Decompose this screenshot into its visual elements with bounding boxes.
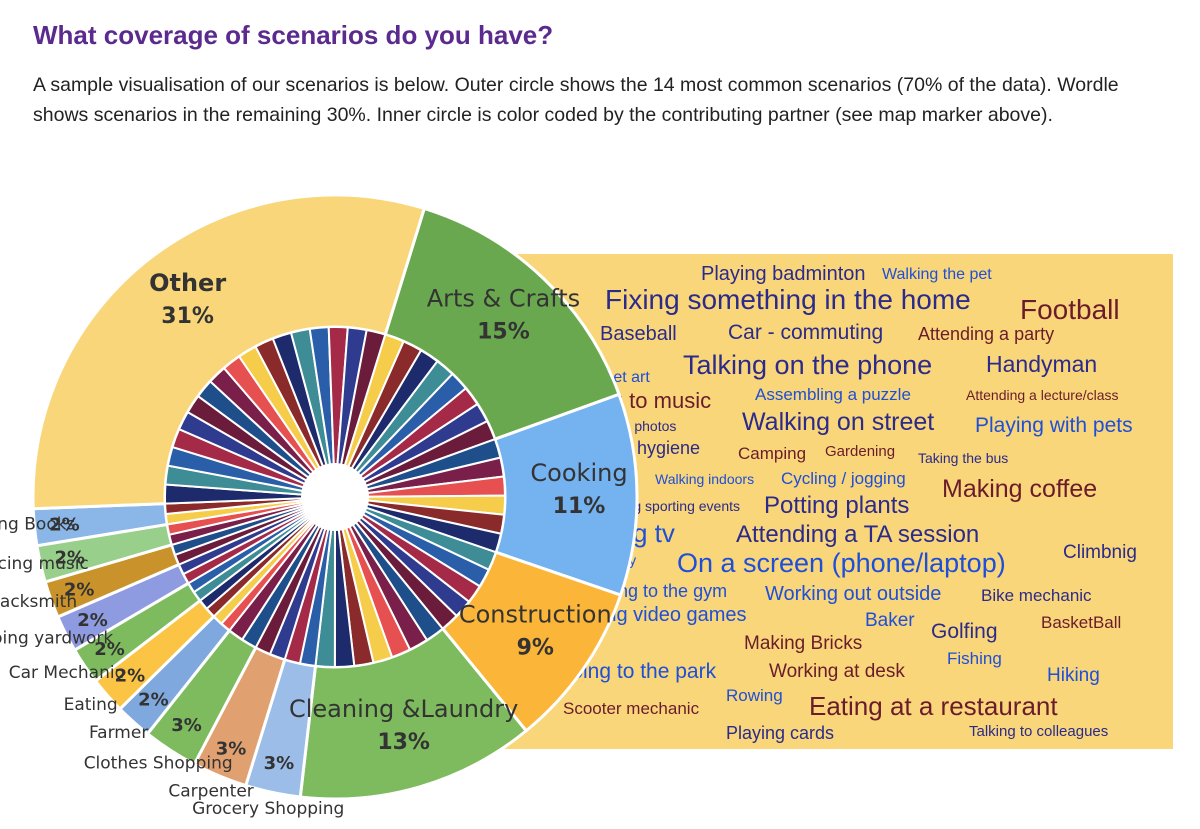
- wordle-word-talking-on-the-phone: Talking on the phone: [683, 350, 932, 380]
- outer-label-cooking: Cooking: [530, 459, 627, 487]
- wordle-word-making-coffee: Making coffee: [942, 475, 1097, 503]
- outer-pct-cooking: 11%: [553, 494, 606, 519]
- wordle-word-walking-on-street: Walking on street: [742, 408, 934, 436]
- wordle-word-handyman: Handyman: [986, 351, 1097, 377]
- wordle-word-working-at-desk: Working at desk: [769, 661, 905, 682]
- wordle-word-talking-to-colleagues: Talking to colleagues: [969, 723, 1108, 740]
- outer-label-farmer: Farmer: [89, 723, 148, 743]
- outer-pct-construction: 9%: [517, 635, 554, 660]
- wordle-word-hiking: Hiking: [1047, 665, 1100, 686]
- outer-label-car-mechanic: Car Mechanic: [9, 663, 124, 683]
- wordle-word-car-commuting: Car - commuting: [728, 321, 883, 344]
- outer-pct-eating: 2%: [115, 666, 146, 687]
- wordle-word-attending-a-party: Attending a party: [918, 324, 1054, 344]
- outer-label-reading-books: Reading Books: [0, 514, 76, 534]
- outer-pct-other: 31%: [161, 304, 214, 329]
- wordle-word-making-bricks: Making Bricks: [744, 633, 862, 654]
- wordle-word-taking-the-bus: Taking the bus: [918, 450, 1008, 466]
- center-hole: [302, 464, 368, 530]
- wordle-word-climbnig: Climbnig: [1063, 542, 1137, 563]
- wordle-word-working-out-outside: Working out outside: [765, 583, 941, 605]
- wordle-word-golfing: Golfing: [931, 620, 998, 643]
- outer-pct-clothes-shopping: 3%: [171, 715, 202, 736]
- wordle-word-cycling-jogging: Cycling / jogging: [781, 469, 906, 488]
- page-description: A sample visualisation of our scenarios …: [33, 74, 1119, 126]
- wordle-word-basketball: BasketBall: [1041, 613, 1121, 632]
- wordle-word-going-to-the-park: Going to the park: [555, 660, 717, 683]
- wordle-word-on-a-screen-phone-laptop: On a screen (phone/laptop): [677, 548, 1006, 578]
- outer-label-arts-crafts: Arts & Crafts: [427, 284, 580, 312]
- outer-pct-cleaning-laundry: 13%: [377, 730, 430, 755]
- outer-pct-reading-books: 2%: [49, 514, 80, 535]
- outer-label-practicing-music: Practicing music: [0, 554, 89, 574]
- wordle-word-assembling-a-puzzle: Assembling a puzzle: [755, 385, 911, 404]
- outer-label-cleaning-laundry: Cleaning &Laundry: [289, 695, 518, 723]
- outer-pct-arts-crafts: 15%: [477, 319, 530, 344]
- wordle-word-walking-indoors: Walking indoors: [655, 471, 754, 487]
- wordle-word-bike-mechanic: Bike mechanic: [981, 586, 1092, 605]
- wordle-word-attending-a-lecture-class: Attending a lecture/class: [966, 387, 1119, 403]
- wordle-word-camping: Camping: [738, 444, 806, 463]
- wordle-word-walking-the-pet: Walking the pet: [882, 266, 992, 283]
- outer-label-grocery-shopping: Grocery Shopping: [192, 799, 344, 819]
- outer-pct-car-mechanic: 2%: [94, 639, 125, 660]
- outer-label-construction: Construction: [459, 600, 612, 628]
- wordle-word-gardening: Gardening: [825, 443, 895, 460]
- outer-label-eating: Eating: [64, 695, 118, 715]
- outer-pct-blacksmith: 2%: [64, 579, 95, 600]
- wordle-word-playing-badminton: Playing badminton: [701, 263, 866, 285]
- wordle-word-fixing-something-in-the-home: Fixing something in the home: [605, 284, 971, 315]
- wordle-word-rowing: Rowing: [726, 686, 783, 705]
- outer-pct-grocery-shopping: 3%: [264, 753, 295, 774]
- wordle-word-baseball: Baseball: [600, 323, 677, 345]
- wordle-word-playing-cards: Playing cards: [726, 723, 834, 743]
- page-heading: What coverage of scenarios do you have?: [33, 20, 554, 50]
- outer-label-clothes-shopping: Clothes Shopping: [84, 754, 233, 774]
- wordle-word-potting-plants: Potting plants: [764, 492, 909, 519]
- wordle-word-fishing: Fishing: [947, 649, 1002, 668]
- outer-label-blacksmith: Blacksmith: [0, 592, 77, 612]
- wordle-word-attending-a-ta-session: Attending a TA session: [736, 521, 979, 548]
- wordle-word-playing-with-pets: Playing with pets: [975, 414, 1133, 437]
- outer-label-other: Other: [149, 269, 226, 297]
- wordle-word-football: Football: [1020, 294, 1120, 325]
- outer-label-carpenter: Carpenter: [168, 781, 253, 801]
- outer-pct-doing-yardwork: 2%: [77, 610, 108, 631]
- outer-pct-carpenter: 3%: [216, 738, 247, 759]
- outer-label-doing-yardwork: Doing yardwork: [0, 629, 113, 649]
- wordle-word-scooter-mechanic: Scooter mechanic: [563, 699, 700, 718]
- outer-pct-practicing-music: 2%: [54, 547, 85, 568]
- wordle-word-baker: Baker: [865, 610, 915, 631]
- wordle-word-eating-at-a-restaurant: Eating at a restaurant: [809, 691, 1058, 721]
- outer-pct-farmer: 2%: [138, 689, 169, 710]
